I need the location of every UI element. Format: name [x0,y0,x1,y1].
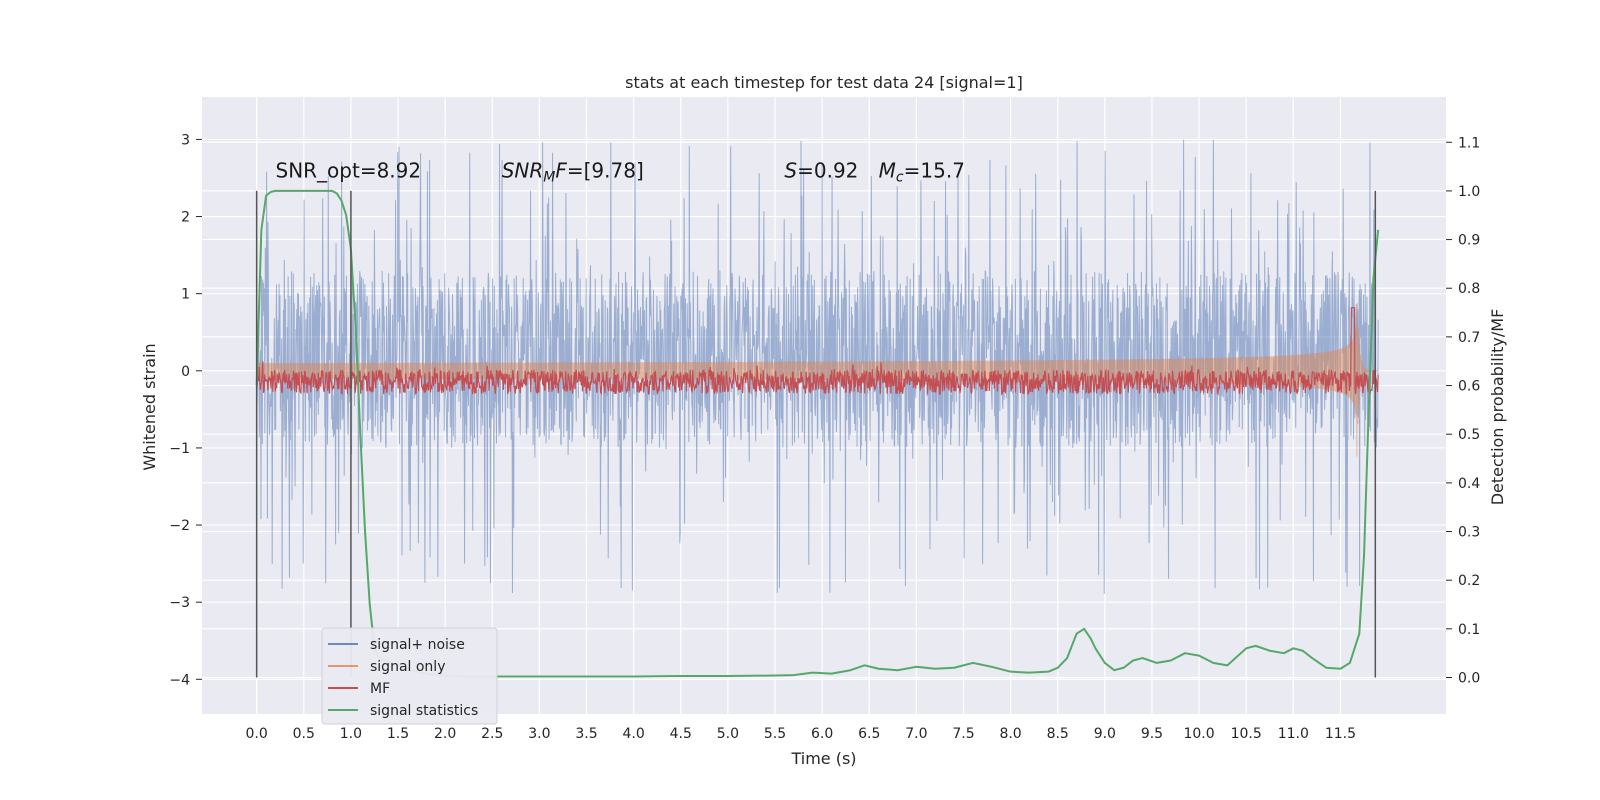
x-tick-label: 4.0 [622,726,644,742]
y-tick-label: −3 [169,595,190,611]
x-tick-label: 9.5 [1141,726,1163,742]
x-tick-label: 6.5 [858,726,880,742]
x-tick-label: 8.5 [1047,726,1069,742]
annotations: SNR_opt=8.92 SNRMF=[9.78] S=0.92 Mc=15.7 [276,159,965,186]
x-tick-label: 8.0 [999,726,1021,742]
y2-axis-label: Detection probability/MF [1488,309,1507,506]
x-tick-label: 3.5 [575,726,597,742]
x-tick-label: 0.0 [246,726,268,742]
y2-tick-label: 0.0 [1458,671,1480,687]
signal-noise-series [256,139,1379,594]
x-tick-label: 2.0 [434,726,456,742]
annotation: S=0.92 [784,159,858,183]
y2-tick-label: 1.0 [1458,184,1480,200]
y-tick-label: 1 [181,287,190,303]
y2-tick-label: 0.6 [1458,379,1480,395]
chart-title: stats at each timestep for test data 24 … [625,73,1023,92]
annotation: SNRMF=[9.78] [502,159,644,186]
x-tick-label: 0.5 [293,726,315,742]
legend-label: signal+ noise [370,637,465,653]
legend: signal+ noise signal only MF signal statist… [321,627,498,725]
x-tick-label: 1.0 [340,726,362,742]
x-tick-label: 11.0 [1278,726,1309,742]
annotation: SNR_opt=8.92 [276,159,422,183]
y-tick-label: 2 [181,210,190,226]
y2-tick-label: 0.8 [1458,281,1480,297]
x-tick-label: 7.0 [905,726,927,742]
vlines [255,190,1377,678]
y2-tick-label: 0.2 [1458,573,1480,589]
x-tick-label: 11.5 [1325,726,1356,742]
x-tick-label: 2.5 [481,726,503,742]
y2-tick-label: 0.3 [1458,525,1480,541]
y2-tick-label: 0.9 [1458,233,1480,249]
x-tick-label: 3.0 [528,726,550,742]
y-axis-label: Whitened strain [140,343,159,470]
x-tick-label: 4.5 [670,726,692,742]
x-axis-label: Time (s) [790,749,856,768]
x-tick-label: 7.5 [952,726,974,742]
y2-tick-label: 1.1 [1458,135,1480,151]
y2-tick-label: 0.1 [1458,622,1480,638]
x-tick-label: 10.0 [1183,726,1214,742]
x-tick-label: 1.5 [387,726,409,742]
ticks: 0.0 0.5 1.0 1.5 2.0 2.5 3.0 3.5 4.0 4.5 5.0 5.5 6.0 6… [169,132,1480,742]
legend-box [321,627,498,725]
x-tick-label: 5.0 [717,726,739,742]
y-tick-label: −1 [169,441,190,457]
x-tick-label: 6.0 [811,726,833,742]
y2-tick-label: 0.4 [1458,476,1480,492]
annotation: Mc=15.7 [879,159,965,186]
legend-label: signal statistics [370,703,478,719]
y2-tick-label: 0.5 [1458,427,1480,443]
y-tick-label: −2 [169,518,190,534]
legend-label: signal only [370,659,445,675]
legend-label: MF [370,681,390,697]
y-tick-label: 0 [181,364,190,380]
y-tick-label: −4 [169,672,190,688]
y2-tick-label: 0.7 [1458,330,1480,346]
x-tick-label: 5.5 [764,726,786,742]
x-tick-label: 10.5 [1231,726,1262,742]
y-tick-label: 3 [181,132,190,148]
mf-series [256,307,1379,397]
x-tick-label: 9.0 [1094,726,1116,742]
